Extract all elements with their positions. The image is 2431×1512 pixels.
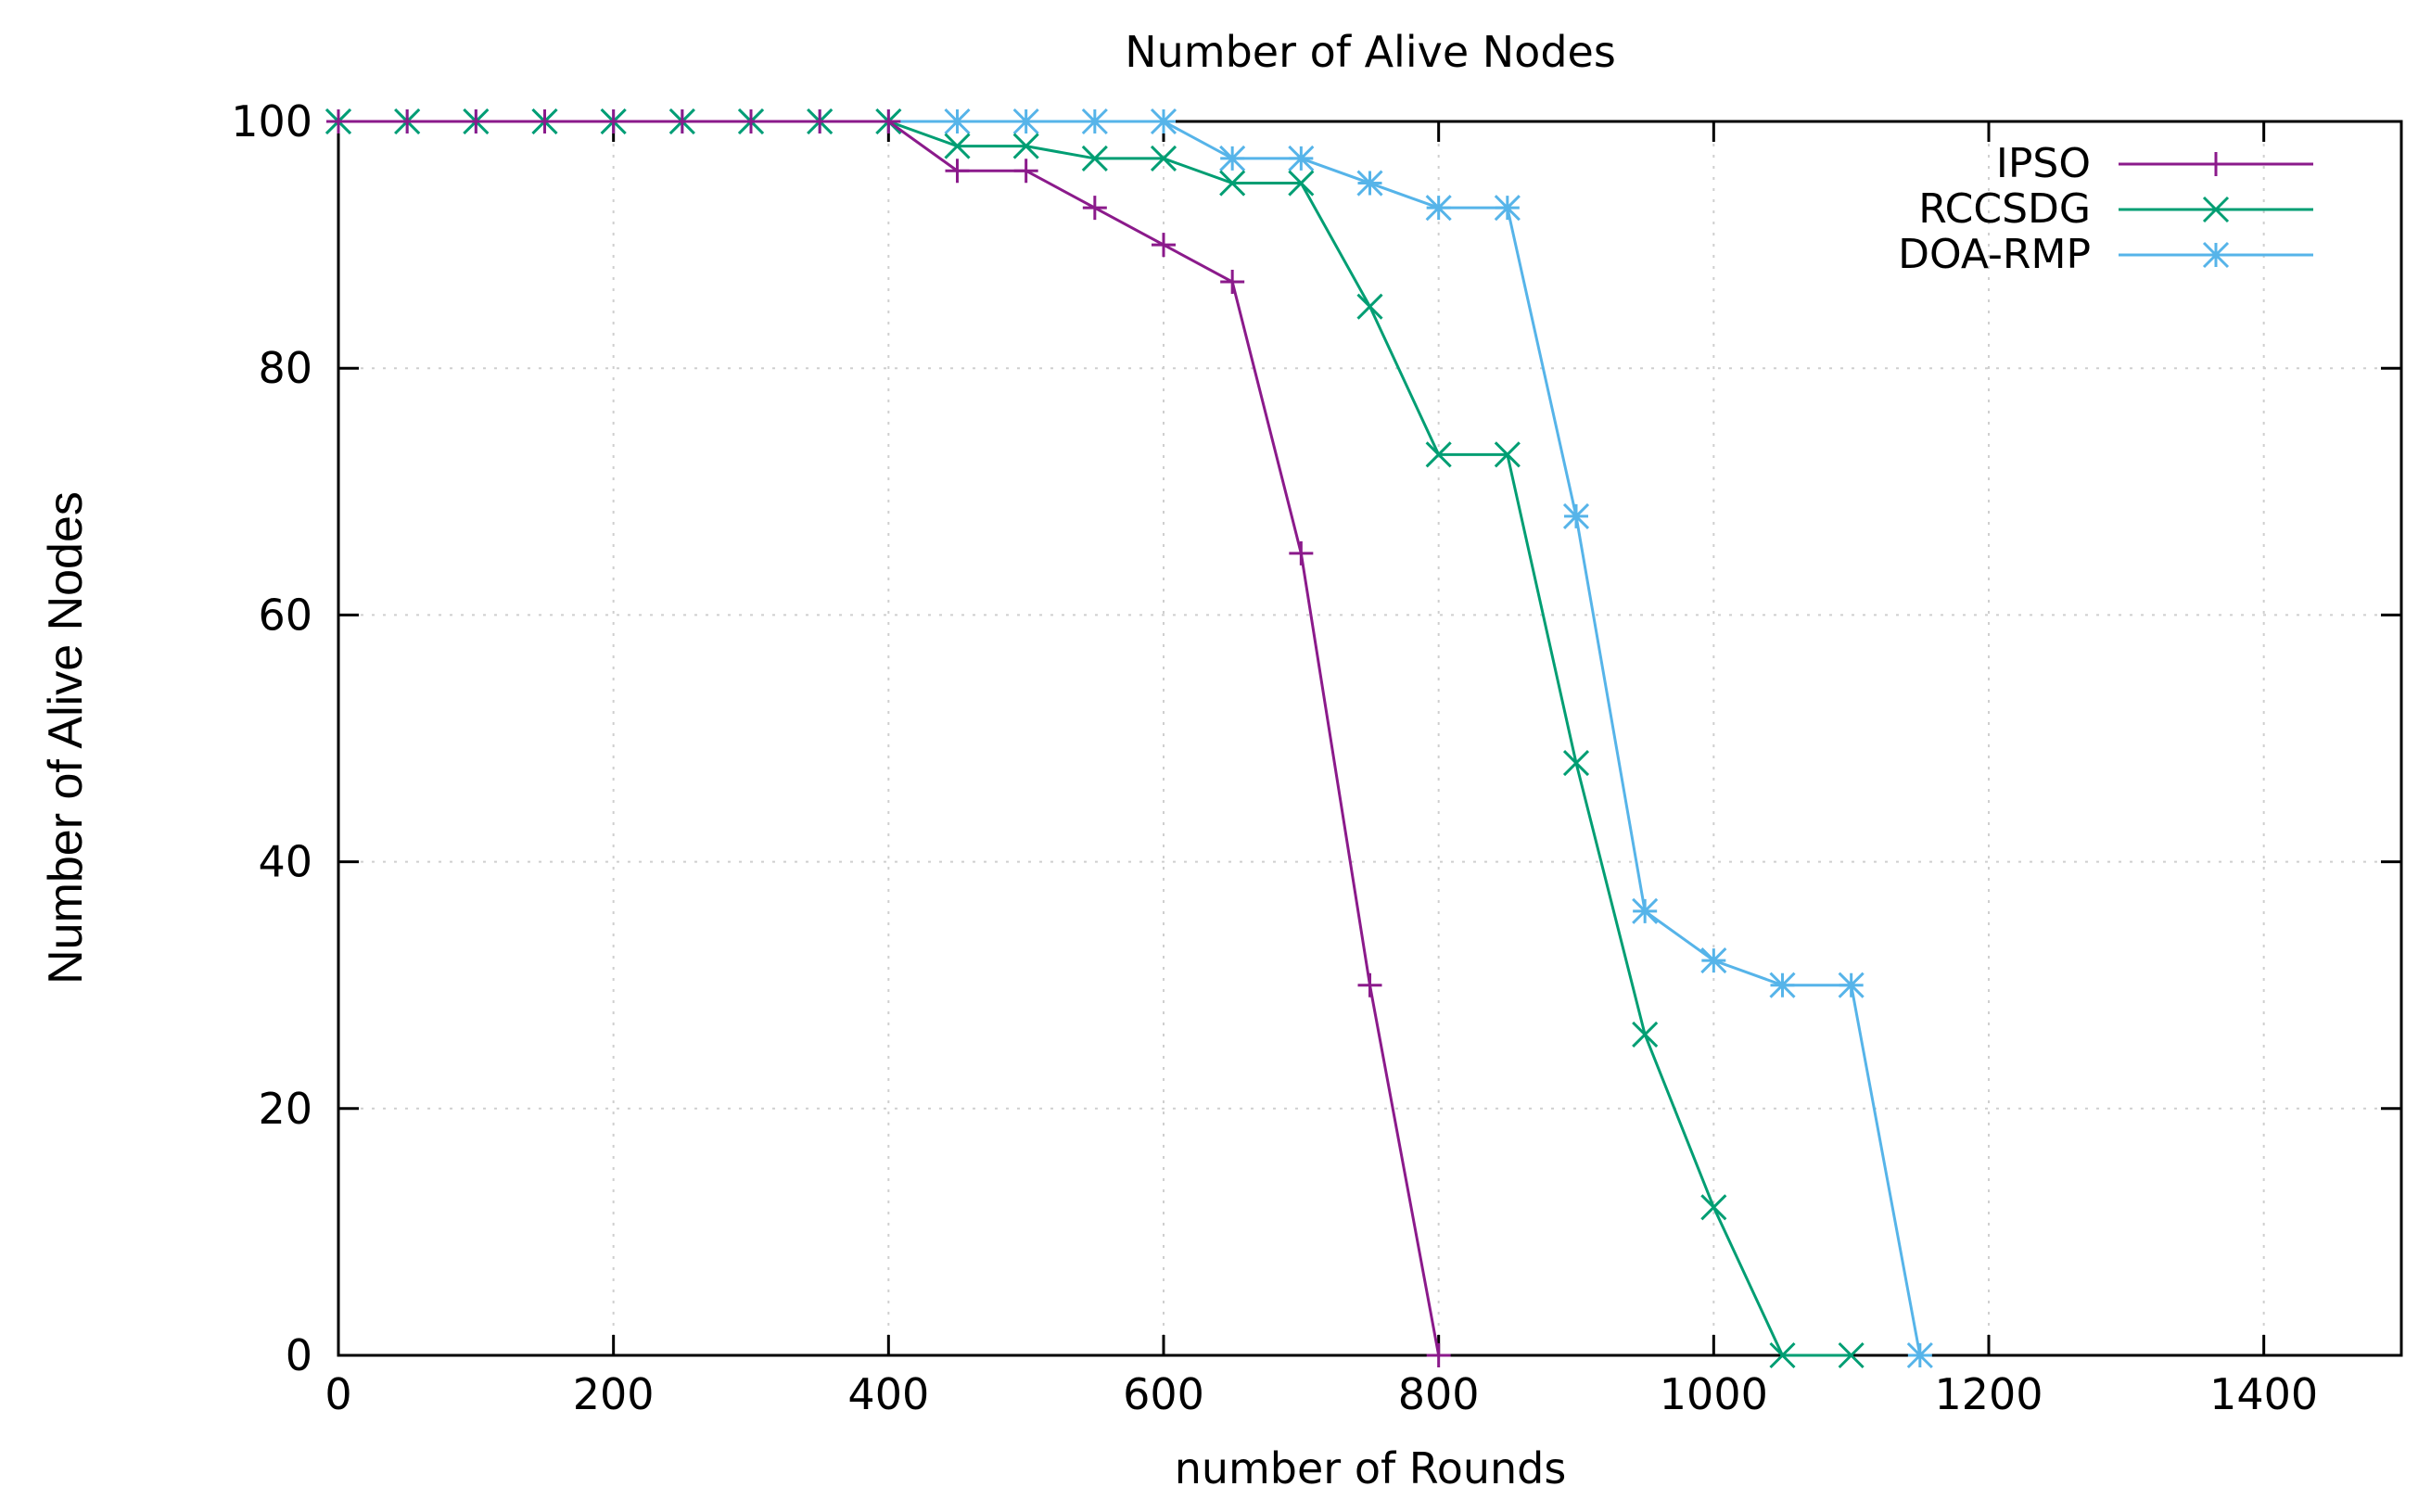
legend: IPSO RCCSDG DOA-RMP — [1898, 140, 2313, 278]
data-point-ipso — [945, 159, 970, 184]
data-point-doa-rmp — [1632, 897, 1659, 924]
data-point-doa-rmp — [1288, 145, 1315, 172]
series-layer — [325, 108, 1933, 1369]
series-rccsdg — [325, 108, 1865, 1369]
legend-marker-rccsdg — [2202, 196, 2230, 223]
y-tick-label: 40 — [258, 837, 312, 887]
series-line-rccsdg — [338, 120, 1852, 1357]
legend-label-ipso: IPSO — [1996, 140, 2091, 187]
data-point-ipso — [1082, 196, 1107, 221]
data-point-doa-rmp — [1012, 108, 1039, 135]
chart-title: Number of Alive Nodes — [1125, 27, 1616, 77]
x-axis-label: number of Rounds — [1175, 1443, 1567, 1493]
data-point-rccsdg — [1356, 293, 1383, 320]
data-point-rccsdg — [1700, 1194, 1727, 1221]
data-point-ipso — [326, 109, 350, 133]
data-point-doa-rmp — [1838, 972, 1865, 998]
x-tick-label: 800 — [1398, 1369, 1480, 1419]
x-tick-label: 200 — [573, 1369, 655, 1419]
data-point-doa-rmp — [1081, 108, 1108, 135]
data-point-ipso — [739, 109, 763, 133]
x-tick-label: 600 — [1123, 1369, 1204, 1419]
series-ipso — [326, 109, 1451, 1367]
data-point-rccsdg — [1838, 1341, 1865, 1369]
data-point-ipso — [876, 109, 901, 133]
data-point-doa-rmp — [944, 108, 971, 135]
legend-swatch-doa-rmp — [2119, 241, 2313, 269]
series-line-ipso — [338, 120, 1441, 1356]
y-tick-label: 60 — [258, 590, 312, 640]
data-point-ipso — [601, 109, 626, 133]
y-tick-label: 100 — [231, 96, 312, 146]
data-point-doa-rmp — [1769, 972, 1796, 998]
y-axis-label: Number of Alive Nodes — [39, 491, 93, 985]
legend-marker-ipso — [2204, 152, 2228, 176]
data-point-doa-rmp — [1494, 195, 1521, 222]
data-point-ipso — [1220, 270, 1245, 295]
data-point-rccsdg — [1219, 170, 1246, 197]
y-tick-label: 0 — [286, 1330, 312, 1380]
data-point-doa-rmp — [1700, 947, 1727, 974]
data-point-ipso — [464, 109, 489, 133]
data-point-rccsdg — [1425, 441, 1452, 468]
x-tick-label: 1200 — [1934, 1369, 2043, 1419]
data-point-doa-rmp — [1906, 1341, 1933, 1369]
x-tick-label: 1000 — [1660, 1369, 1768, 1419]
legend-marker-doa-rmp — [2202, 241, 2230, 269]
data-point-rccsdg — [1012, 133, 1039, 159]
data-point-ipso — [669, 109, 694, 133]
y-tick-label: 80 — [258, 343, 312, 393]
x-tick-label: 400 — [847, 1369, 929, 1419]
data-point-ipso — [532, 109, 557, 133]
y-tick-label: 20 — [258, 1084, 312, 1134]
data-point-ipso — [1357, 972, 1382, 997]
data-point-doa-rmp — [1562, 502, 1590, 529]
plot-frame — [337, 120, 2403, 1357]
data-point-rccsdg — [944, 133, 971, 159]
data-point-rccsdg — [1288, 170, 1315, 197]
data-point-ipso — [1013, 159, 1038, 184]
data-point-ipso — [395, 109, 420, 133]
data-point-ipso — [1426, 1343, 1451, 1367]
data-point-rccsdg — [1769, 1341, 1796, 1369]
axis-ticks: 0 200 400 600 800 1000 1200 1400 0 20 40 60 80 100 — [231, 96, 2401, 1419]
data-point-ipso — [1289, 540, 1314, 565]
data-point-rccsdg — [1081, 145, 1108, 172]
data-point-doa-rmp — [1425, 195, 1452, 222]
legend-label-doa-rmp: DOA-RMP — [1898, 231, 2091, 278]
data-point-ipso — [808, 109, 833, 133]
data-point-rccsdg — [1150, 145, 1177, 172]
data-point-rccsdg — [1562, 750, 1590, 777]
data-point-doa-rmp — [1356, 170, 1383, 197]
legend-swatch-rccsdg — [2119, 196, 2313, 223]
series-doa-rmp — [325, 108, 1933, 1369]
legend-swatch-ipso — [2119, 152, 2313, 176]
series-line-doa-rmp — [338, 120, 1922, 1356]
data-point-ipso — [1152, 233, 1176, 258]
data-point-rccsdg — [1632, 1021, 1659, 1048]
data-point-doa-rmp — [1219, 145, 1246, 172]
data-point-doa-rmp — [1150, 108, 1177, 135]
legend-label-rccsdg: RCCSDG — [1918, 185, 2091, 233]
data-point-rccsdg — [1494, 441, 1521, 468]
x-tick-label: 1400 — [2209, 1369, 2318, 1419]
x-tick-label: 0 — [325, 1369, 351, 1419]
